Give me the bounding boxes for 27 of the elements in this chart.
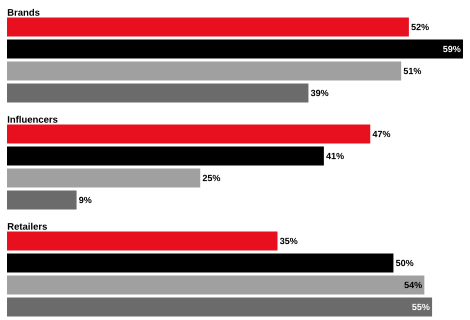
data-label: 39% — [310, 90, 328, 96]
bar — [7, 168, 200, 188]
data-label: 47% — [372, 130, 390, 138]
data-label: 52% — [411, 24, 429, 30]
data-label: 41% — [326, 152, 344, 160]
data-label: 25% — [202, 174, 220, 182]
data-label: 50% — [396, 260, 414, 266]
chart-title: Brands — [8, 8, 40, 16]
bar — [7, 40, 463, 58]
chart-title: Influencers — [8, 116, 58, 123]
data-label: 59% — [443, 46, 461, 52]
data-label: 54% — [404, 282, 422, 288]
bar — [7, 62, 402, 80]
chart-title: Retailers — [8, 222, 47, 230]
bar — [7, 124, 370, 144]
bar — [7, 190, 77, 210]
bar — [7, 232, 278, 250]
bar — [7, 298, 432, 316]
data-label: 35% — [280, 238, 298, 244]
data-label: 9% — [79, 196, 92, 204]
bar — [7, 18, 409, 36]
bar — [7, 84, 308, 102]
bar — [7, 146, 324, 166]
data-label: 51% — [404, 68, 422, 74]
bar — [7, 254, 394, 272]
data-label: 55% — [412, 304, 430, 310]
bar — [7, 276, 424, 294]
